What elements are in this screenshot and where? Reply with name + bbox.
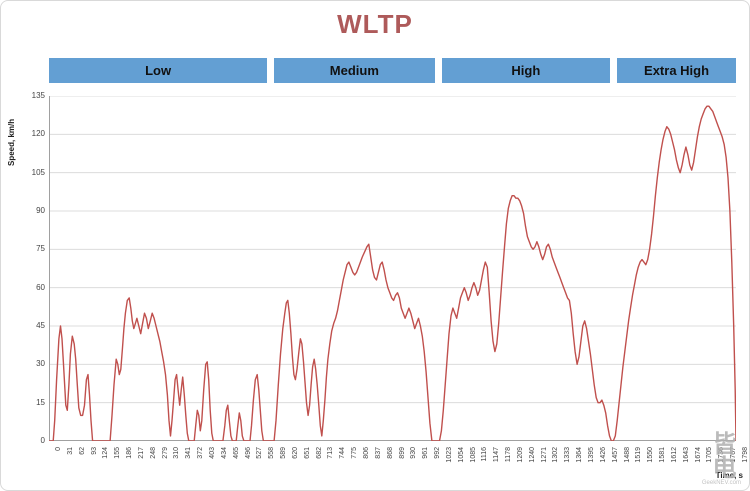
x-tick-label: 31 <box>66 447 74 455</box>
x-tick-label: 1302 <box>552 447 560 463</box>
x-tick-label: 217 <box>137 447 145 459</box>
x-tick-label: 1178 <box>505 447 513 463</box>
x-tick-label: 682 <box>315 447 323 459</box>
speed-trace <box>49 105 736 441</box>
x-tick-label: 1457 <box>611 447 619 463</box>
x-tick-label: 403 <box>208 447 216 459</box>
x-tick-label: 496 <box>244 447 252 459</box>
speed-line-chart <box>49 96 736 441</box>
x-tick-label: 1364 <box>576 447 584 463</box>
phase-banner-extra-high: Extra High <box>617 58 736 83</box>
watermark: 皆电 GeekNEV.com <box>702 431 741 486</box>
x-tick-label: 0 <box>55 447 62 451</box>
x-tick-label: 465 <box>232 447 240 459</box>
x-tick-label: 620 <box>291 447 299 459</box>
x-tick-label: 155 <box>114 447 122 459</box>
x-tick-label: 248 <box>149 447 157 459</box>
x-tick-label: 1395 <box>588 447 596 463</box>
x-tick-label: 279 <box>161 447 169 459</box>
x-tick-label: 124 <box>102 447 110 459</box>
x-tick-label: 1085 <box>469 447 477 463</box>
x-tick-label: 589 <box>280 447 288 459</box>
y-tick-label: 75 <box>36 244 45 254</box>
x-tick-label: 837 <box>374 447 382 459</box>
chart-title: WLTP <box>337 9 413 39</box>
x-tick-label: 744 <box>339 447 347 459</box>
y-axis-title: Speed, km/h <box>7 118 16 166</box>
x-tick-label: 310 <box>173 447 181 459</box>
phase-banners: Low Medium High Extra High <box>49 58 736 83</box>
x-tick-label: 961 <box>422 447 430 459</box>
y-tick-label: 120 <box>31 129 45 139</box>
x-tick-label: 558 <box>268 447 276 459</box>
x-tick-label: 1240 <box>528 447 536 463</box>
x-tick-label: 1054 <box>457 447 465 463</box>
watermark-text: 皆电 <box>708 431 736 479</box>
x-tick-label: 1147 <box>493 447 501 463</box>
x-tick-label: 651 <box>303 447 311 459</box>
x-tick-label: 899 <box>398 447 406 459</box>
x-tick-label: 775 <box>351 447 359 459</box>
x-tick-label: 1550 <box>647 447 655 463</box>
x-tick-label: 434 <box>220 447 228 459</box>
x-tick-label: 1209 <box>516 447 524 463</box>
x-tick-label: 1333 <box>564 447 572 463</box>
y-tick-label: 15 <box>36 397 45 407</box>
x-tick-label: 713 <box>327 447 335 459</box>
phase-banner-medium: Medium <box>274 58 435 83</box>
phase-banner-high: High <box>441 58 611 83</box>
x-tick-label: 341 <box>185 447 193 459</box>
x-axis-title: Time, s <box>715 471 743 480</box>
x-tick-label: 868 <box>386 447 394 459</box>
x-tick-label: 930 <box>410 447 418 459</box>
y-tick-label: 135 <box>31 91 45 100</box>
x-tick-label: 1116 <box>481 447 489 462</box>
watermark-subtext: GeekNEV.com <box>701 480 741 486</box>
x-tick-label: 1426 <box>599 447 607 463</box>
y-tick-label: 0 <box>40 436 45 445</box>
phase-banner-low: Low <box>49 58 268 83</box>
y-tick-label: 105 <box>31 167 45 177</box>
x-tick-label: 1581 <box>659 447 667 463</box>
x-tick-label: 1271 <box>540 447 548 463</box>
x-tick-label: 62 <box>78 447 86 455</box>
y-tick-label: 60 <box>36 282 45 292</box>
x-tick-label: 806 <box>362 447 370 459</box>
y-tick-label: 90 <box>36 206 45 215</box>
y-tick-label: 45 <box>36 321 45 330</box>
x-tick-label: 93 <box>90 447 98 455</box>
x-tick-label: 1488 <box>623 447 631 463</box>
x-tick-label: 1643 <box>682 447 690 463</box>
plot-area <box>49 96 736 441</box>
x-tick-label: 186 <box>126 447 134 459</box>
x-tick-label: 527 <box>256 447 264 459</box>
y-tick-label: 30 <box>36 359 45 369</box>
x-tick-label: 1519 <box>635 447 643 463</box>
x-tick-label: 992 <box>434 447 442 459</box>
x-tick-label: 1612 <box>670 447 678 463</box>
x-tick-label: 1023 <box>445 447 453 463</box>
x-tick-label: 372 <box>197 447 205 459</box>
